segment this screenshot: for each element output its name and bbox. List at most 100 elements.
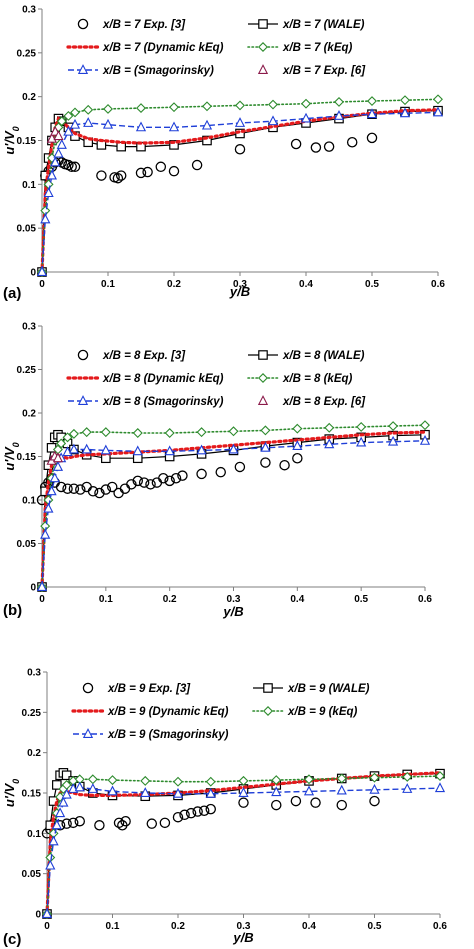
data-point — [138, 477, 150, 488]
data-point — [87, 774, 98, 785]
data-point — [388, 421, 399, 432]
data-point — [45, 859, 56, 870]
data-point — [173, 776, 183, 787]
series-line — [40, 430, 427, 589]
data-point — [215, 466, 226, 478]
data-point — [300, 112, 312, 123]
data-point — [81, 443, 92, 454]
data-point — [267, 115, 279, 126]
x-axis-label: y/B — [222, 604, 243, 619]
series-5 — [41, 781, 446, 918]
data-point — [270, 799, 282, 811]
y-tick-label: 0 — [35, 910, 41, 921]
data-point — [46, 485, 57, 496]
data-point — [205, 776, 216, 787]
data-point — [356, 436, 367, 447]
x-tick-label: 0.3 — [237, 921, 251, 932]
data-point — [164, 445, 175, 456]
data-point — [301, 98, 311, 109]
data-point — [113, 487, 124, 499]
data-point — [48, 796, 59, 806]
data-point — [69, 161, 81, 173]
data-point — [63, 110, 74, 121]
data-point — [303, 785, 315, 796]
data-point — [135, 167, 147, 179]
y-tick-label: 0.15 — [22, 789, 42, 800]
data-point — [126, 479, 137, 490]
legend-item: x/B = (Smagorinsky) — [68, 64, 214, 77]
y-tick-label: 0.3 — [27, 668, 41, 679]
data-point — [238, 775, 249, 786]
data-point — [61, 770, 72, 781]
data-point — [51, 819, 62, 830]
data-point — [260, 457, 271, 468]
legend-label: x/B = (Smagorinsky) — [102, 65, 214, 77]
data-point — [324, 438, 335, 449]
y-tick-label: 0.2 — [27, 748, 41, 759]
data-point — [58, 796, 69, 807]
x-tick-label: 0.4 — [299, 279, 313, 290]
x-tick-label: 0.4 — [302, 921, 316, 932]
data-point — [202, 101, 212, 112]
data-point — [115, 170, 127, 181]
series-line — [46, 775, 441, 915]
series-1 — [41, 795, 380, 839]
data-point — [235, 100, 245, 111]
panel-label: (a) — [3, 285, 21, 302]
legend-marker — [77, 395, 89, 405]
legend-label: x/B = 9 (kEq) — [287, 706, 358, 718]
y-tick-label: 0.15 — [17, 452, 37, 463]
data-point — [179, 809, 190, 821]
legend-item: x/B = 8 Exp. [3] — [77, 349, 186, 362]
data-point — [132, 453, 143, 464]
data-point — [74, 781, 85, 792]
series-4 — [37, 94, 443, 277]
data-point — [68, 483, 80, 494]
series-line — [41, 434, 426, 588]
data-point — [103, 103, 113, 114]
data-point — [369, 772, 380, 783]
data-point — [228, 426, 239, 437]
panel-label: (b) — [3, 602, 22, 619]
data-point — [68, 443, 80, 454]
legend-marker — [257, 64, 269, 74]
y-tick-label: 0 — [30, 583, 36, 594]
data-point — [205, 803, 216, 815]
x-tick-label: 0.2 — [171, 921, 185, 932]
legend-marker — [257, 395, 269, 405]
data-point — [170, 472, 182, 484]
legend-item: x/B = 7 (Dynamic kEq) — [66, 42, 224, 54]
y-tick-label: 0.2 — [22, 92, 36, 103]
data-point — [56, 138, 67, 149]
y-axis-label: u'/V0 — [2, 442, 21, 470]
data-point — [136, 103, 146, 114]
data-point — [119, 483, 131, 494]
data-point — [292, 440, 303, 451]
series-3 — [40, 430, 427, 589]
data-point — [75, 484, 86, 495]
y-tick-label: 0.3 — [22, 5, 36, 16]
legend-marker — [258, 373, 268, 383]
x-tick-label: 0.6 — [433, 921, 447, 932]
data-point — [346, 137, 358, 148]
chart-panel-1: 0 0.05 0.1 0.15 0.2 0.25 0.3 0 0.1 0.2 0.3 0.4 0.5 0.… — [2, 5, 445, 303]
series-line — [46, 786, 441, 915]
data-point — [46, 132, 58, 143]
data-point — [36, 581, 48, 591]
data-point — [81, 427, 92, 438]
data-point — [100, 444, 111, 455]
legend-marker — [258, 19, 268, 29]
y-axis-label-subscript: 0 — [11, 442, 21, 447]
x-tick-label: 0.6 — [431, 279, 445, 290]
data-point — [435, 771, 445, 782]
data-point — [433, 94, 443, 105]
y-tick-label: 0.2 — [22, 409, 36, 420]
x-tick-label: 0 — [44, 921, 50, 932]
legend-marker — [263, 683, 273, 693]
data-point — [100, 484, 112, 495]
data-point — [234, 461, 246, 473]
x-tick-label: 0.6 — [418, 594, 432, 605]
legend-label: x/B = 8 (WALE) — [282, 350, 365, 362]
panel-label: (c) — [3, 931, 21, 948]
data-point — [420, 420, 430, 431]
